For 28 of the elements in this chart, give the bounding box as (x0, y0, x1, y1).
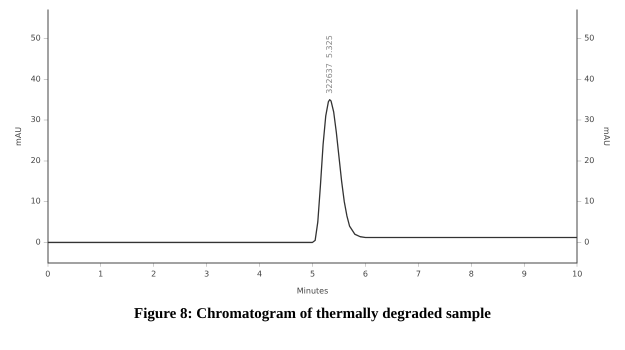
y-tick-label: 50 (30, 34, 41, 43)
annotation: 322637 5.325 (324, 35, 334, 94)
y2-tick-label: 50 (584, 34, 594, 43)
y2-tick-label: 40 (584, 74, 594, 84)
x-tick-label: 6 (362, 270, 368, 279)
x-tick-label: 10 (572, 270, 582, 279)
y2-axis-title: mAU (602, 126, 612, 146)
y-tick-label: 40 (30, 74, 41, 84)
y-tick-label: 30 (30, 115, 41, 124)
y-axis-title: mAU (14, 126, 23, 146)
x-tick-label: 8 (468, 270, 474, 279)
y-tick-label: 0 (36, 237, 41, 246)
y2-tick-label: 0 (584, 237, 590, 246)
y2-tick-label: 20 (584, 156, 594, 165)
x-tick-label: 5 (310, 270, 316, 279)
x-tick-label: 1 (98, 270, 104, 279)
x-tick-label: 7 (416, 270, 421, 279)
y-tick-label: 20 (30, 156, 41, 165)
y2-tick-label: 10 (584, 196, 594, 206)
x-tick-label: 3 (204, 270, 210, 279)
x-tick-label: 0 (45, 270, 50, 279)
x-tick-label: 9 (522, 270, 527, 279)
x-tick-label: 4 (257, 270, 262, 279)
text: Figure 8: Chromatogram of thermally degraded sample (133, 306, 492, 323)
x-axis-title: Minutes (296, 286, 328, 296)
y2-tick-label: 30 (584, 115, 594, 124)
y-tick-label: 10 (30, 196, 41, 206)
x-tick-label: 2 (151, 270, 156, 279)
